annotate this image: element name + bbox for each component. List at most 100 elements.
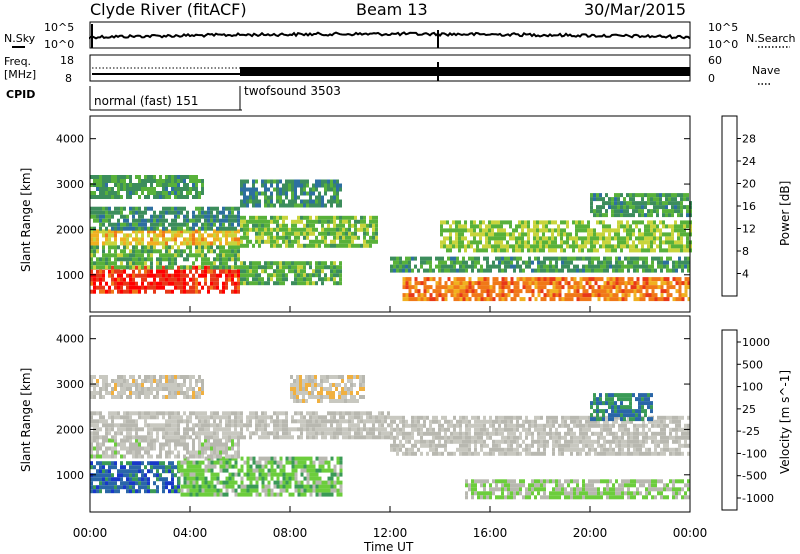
velocity-echo-cell (123, 387, 126, 391)
power-echo-cell (114, 195, 117, 199)
velocity-echo-cell (138, 450, 141, 455)
power-echo-cell (255, 281, 258, 286)
velocity-echo-cell (99, 442, 102, 447)
power-echo-cell (453, 277, 457, 282)
power-echo-cell (309, 261, 312, 266)
power-echo-cell (210, 269, 213, 274)
velocity-echo-cell (156, 379, 159, 383)
velocity-echo-cell (348, 419, 351, 424)
power-echo-cell (545, 236, 548, 241)
velocity-echo-cell (186, 492, 190, 497)
power-echo-cell (162, 187, 165, 191)
power-echo-cell (102, 277, 105, 282)
power-echo-cell (513, 293, 517, 298)
velocity-echo-cell (90, 442, 93, 447)
power-echo-cell (204, 241, 207, 246)
power-echo-cell (683, 248, 686, 253)
power-echo-cell (479, 240, 482, 245)
velocity-echo-cell (315, 435, 318, 440)
power-echo-cell (201, 261, 204, 266)
power-echo-cell (582, 293, 586, 298)
power-y-tick-label: 2000 (56, 223, 84, 236)
velocity-echo-cell (177, 375, 180, 379)
power-echo-cell (135, 187, 138, 191)
power-echo-cell (195, 269, 198, 274)
power-echo-cell (147, 265, 150, 270)
power-echo-cell (522, 277, 526, 282)
velocity-echo-cell (351, 415, 354, 420)
power-echo-cell (216, 281, 219, 286)
power-echo-cell (573, 289, 577, 294)
velocity-echo-cell (156, 415, 159, 420)
power-echo-cell (666, 268, 669, 273)
velocity-echo-cell (288, 435, 291, 440)
power-echo-cell (168, 183, 171, 187)
power-echo-cell (234, 218, 237, 223)
power-echo-cell (210, 261, 213, 266)
power-echo-cell (321, 227, 324, 232)
velocity-echo-cell (327, 464, 331, 469)
power-echo-cell (165, 249, 168, 254)
velocity-echo-cell (168, 431, 171, 436)
power-echo-cell (627, 260, 630, 265)
velocity-echo-cell (111, 461, 114, 466)
power-echo-cell (644, 213, 647, 218)
power-echo-cell (183, 269, 186, 274)
power-echo-cell (441, 293, 445, 298)
power-echo-cell (626, 220, 629, 225)
power-echo-cell (147, 218, 150, 223)
velocity-echo-cell (96, 427, 99, 432)
power-echo-cell (105, 214, 108, 219)
power-echo-cell (687, 260, 690, 265)
power-echo-cell (498, 285, 502, 290)
velocity-echo-cell (378, 423, 381, 428)
power-echo-cell (488, 236, 491, 241)
velocity-echo-cell (156, 485, 159, 490)
velocity-echo-cell (321, 460, 325, 465)
power-echo-cell (162, 269, 165, 274)
power-echo-cell (650, 236, 653, 241)
velocity-echo-cell (402, 419, 405, 424)
power-echo-cell (399, 268, 402, 273)
power-echo-cell (282, 239, 285, 244)
power-echo-cell (201, 245, 204, 250)
velocity-echo-cell (261, 431, 264, 436)
power-echo-cell (540, 289, 544, 294)
power-echo-cell (324, 243, 327, 248)
power-echo-cell (527, 240, 530, 245)
power-echo-cell (411, 293, 415, 298)
power-echo-cell (656, 224, 659, 229)
power-echo-cell (470, 224, 473, 229)
velocity-echo-cell (308, 375, 311, 379)
velocity-echo-cell (165, 481, 168, 486)
velocity-echo-cell (258, 419, 261, 424)
power-echo-cell (135, 210, 138, 215)
power-echo-cell (483, 268, 486, 273)
power-echo-cell (297, 195, 300, 200)
power-echo-cell (234, 245, 237, 250)
power-echo-cell (480, 281, 484, 286)
power-echo-cell (126, 273, 129, 278)
power-echo-cell (518, 240, 521, 245)
velocity-echo-cell (264, 476, 268, 481)
power-echo-cell (156, 183, 159, 187)
velocity-echo-cell (225, 484, 229, 489)
velocity-echo-cell (207, 435, 210, 440)
velocity-echo-cell (198, 442, 201, 447)
velocity-echo-cell (291, 427, 294, 432)
power-echo-cell (285, 179, 288, 184)
power-echo-cell (177, 191, 180, 195)
velocity-echo-cell (126, 489, 129, 494)
power-echo-cell (600, 293, 604, 298)
power-echo-cell (126, 253, 129, 258)
power-echo-cell (492, 285, 496, 290)
power-echo-cell (228, 265, 231, 270)
velocity-echo-cell (144, 473, 147, 478)
velocity-echo-cell (213, 446, 216, 451)
power-echo-cell (273, 239, 276, 244)
power-echo-cell (138, 210, 141, 215)
power-echo-cell (462, 260, 465, 265)
velocity-echo-cell (123, 379, 126, 383)
velocity-echo-cell (372, 419, 375, 424)
power-echo-cell (279, 199, 282, 204)
